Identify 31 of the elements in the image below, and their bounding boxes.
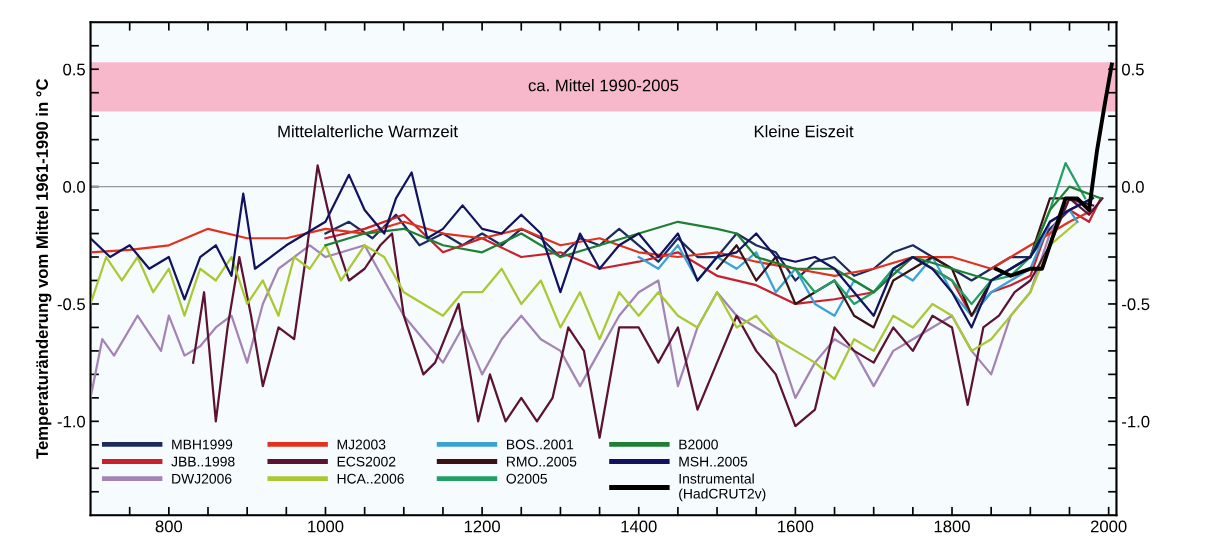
legend-label: RMO..2005 (507, 456, 577, 467)
y2-tick-label: 0.5 (1121, 63, 1144, 76)
x-tick-label: 1200 (464, 520, 500, 533)
y-tick-label: -1.0 (57, 415, 86, 428)
x-tick-label: 800 (155, 520, 183, 533)
legend-label: O2005 (506, 473, 547, 484)
legend-label: Instrumental (HadCRUT2v) (679, 473, 766, 502)
legend-label: BOS..2001 (507, 439, 574, 450)
x-tick-label: 2000 (1090, 520, 1127, 533)
y-axis-title: Temperaturänderung vom Mittel 1961-1990 in °C (35, 78, 52, 459)
annotation: Kleine Eiszeit (754, 125, 854, 138)
x-tick-label: 1000 (308, 520, 344, 533)
y2-tick-label: -0.5 (1122, 298, 1150, 311)
y-tick-label: -0.5 (57, 298, 85, 311)
x-tick-label: 1400 (621, 520, 657, 533)
x-tick-label: 1800 (934, 520, 970, 533)
legend-label: MJ2003 (337, 439, 386, 450)
legend-label: MBH1999 (172, 439, 233, 450)
legend-label: MSH..2005 (679, 456, 748, 467)
legend-label: ECS2002 (337, 456, 396, 467)
annotation: Mittelalterliche Warmzeit (278, 125, 458, 138)
y2-tick-label: 0.0 (1121, 181, 1144, 193)
y-tick-label: 0.0 (63, 181, 86, 193)
legend-label: B2000 (679, 439, 718, 450)
y2-tick-label: -1.0 (1122, 415, 1150, 428)
legend-label: HCA..2006 (337, 473, 404, 484)
legend-label: DWJ2006 (172, 473, 232, 484)
x-tick-label: 1600 (778, 520, 814, 533)
band-label: ca. Mittel 1990-2005 (528, 79, 679, 92)
legend-label: JBB..1998 (171, 456, 235, 467)
y-tick-label: 0.5 (63, 63, 85, 76)
